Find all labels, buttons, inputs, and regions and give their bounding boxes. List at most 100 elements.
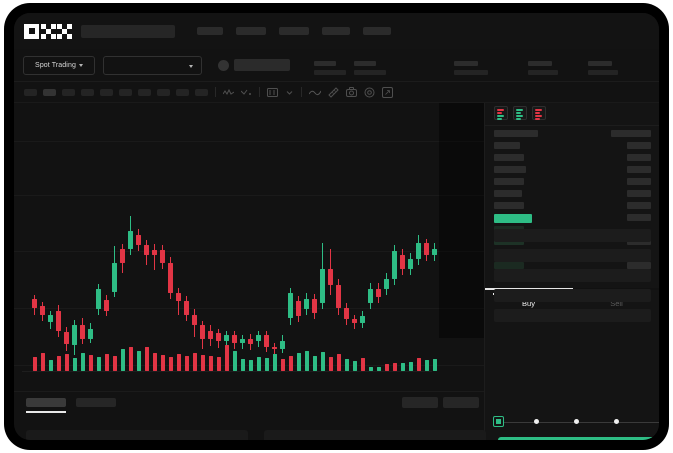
volume-bar <box>64 354 69 371</box>
orderbook-row[interactable] <box>494 262 524 269</box>
timeframe-5[interactable] <box>100 88 113 96</box>
orderbook-row[interactable] <box>494 214 532 223</box>
timeframe-4[interactable] <box>81 88 94 96</box>
order-form-field-1[interactable] <box>494 229 651 242</box>
order-book[interactable] <box>485 125 659 293</box>
volume-bar <box>128 347 133 371</box>
orderbook-progress <box>485 288 659 290</box>
orders-tab-secondary[interactable] <box>76 398 116 407</box>
orders-tab-active[interactable] <box>26 398 66 407</box>
tab-sell[interactable]: Sell <box>610 299 623 308</box>
settings-icon[interactable] <box>364 87 375 98</box>
orderbook-bids-icon[interactable] <box>513 106 527 120</box>
nav-item-2[interactable] <box>236 27 266 35</box>
volume-bar <box>360 358 365 371</box>
orderbook-asks-icon[interactable] <box>532 106 546 120</box>
volume-bar <box>376 367 381 371</box>
market-type-selector[interactable]: Spot Trading <box>23 56 95 75</box>
orderbook-row[interactable] <box>494 202 524 209</box>
ruler-icon[interactable] <box>328 86 339 98</box>
timeframe-9[interactable] <box>176 88 189 96</box>
pair-price-label <box>234 59 290 71</box>
volume-bar <box>288 356 293 371</box>
timeframe-3[interactable] <box>62 88 75 96</box>
stepper-step-2[interactable] <box>534 419 539 424</box>
bottom-panel-1[interactable] <box>26 430 248 440</box>
coin-avatar <box>218 60 229 71</box>
volume-bar <box>80 353 85 371</box>
stepper-step-4[interactable] <box>614 419 619 424</box>
orderbook-row[interactable] <box>494 130 538 137</box>
volume-bar <box>272 354 277 371</box>
volume-bar <box>216 357 221 371</box>
volume-bar <box>224 345 229 371</box>
volume-baseline <box>22 371 432 372</box>
timeframe-1[interactable] <box>24 88 37 96</box>
bottom-panel-2[interactable] <box>264 430 486 440</box>
volume-bar <box>240 359 245 371</box>
bottom-action-button-1[interactable] <box>402 397 438 408</box>
okx-logo[interactable] <box>24 23 72 39</box>
order-form-field-5[interactable] <box>494 309 651 322</box>
candlestick-chart[interactable] <box>14 103 484 388</box>
timeframe-10[interactable] <box>195 88 208 96</box>
volume-bar <box>352 361 357 371</box>
volume-bar <box>168 357 173 371</box>
order-form-field-4[interactable] <box>494 289 651 302</box>
volume-bar <box>184 356 189 371</box>
order-form-field-2[interactable] <box>494 249 651 262</box>
orderbook-mode-toggles <box>494 106 546 120</box>
toolbar-divider <box>215 87 216 97</box>
volume-bar <box>120 349 125 371</box>
timeframe-8[interactable] <box>157 88 170 96</box>
timeframe-6[interactable] <box>119 88 132 96</box>
order-form-field-3[interactable] <box>494 269 651 282</box>
line-chart-icon[interactable] <box>309 88 321 97</box>
market-stat-3 <box>454 61 488 75</box>
chevron-down-icon[interactable] <box>285 88 294 97</box>
volume-bar <box>152 353 157 371</box>
volume-bar <box>208 356 213 371</box>
volume-bar <box>160 355 165 371</box>
stepper-step-1-active[interactable] <box>493 416 504 427</box>
indicator-icon[interactable] <box>223 88 234 97</box>
fullscreen-icon[interactable] <box>382 86 393 98</box>
orderbook-row[interactable] <box>494 166 526 173</box>
chart-bottom-bar <box>14 391 484 417</box>
nav-item-3[interactable] <box>279 27 309 35</box>
primary-cta-button[interactable] <box>498 437 658 440</box>
bottom-action-button-2[interactable] <box>443 397 479 408</box>
orderbook-both-icon[interactable] <box>494 106 508 120</box>
orderbook-row[interactable] <box>494 178 524 185</box>
logo-letter-x <box>57 23 72 39</box>
orderbook-row[interactable] <box>494 190 522 197</box>
nav-item-5[interactable] <box>363 27 391 35</box>
active-tab-underline <box>26 411 66 413</box>
volume-bar <box>408 362 413 371</box>
template-icon[interactable] <box>267 87 278 97</box>
market-stat-2 <box>354 61 386 75</box>
compare-icon[interactable] <box>241 88 252 97</box>
stepper-step-3[interactable] <box>574 419 579 424</box>
nav-item-1[interactable] <box>197 27 223 35</box>
chart-toolbar <box>14 82 659 103</box>
volume-histogram <box>14 331 484 389</box>
tab-buy[interactable]: Buy <box>522 299 535 308</box>
orderbook-row[interactable] <box>494 142 520 149</box>
market-stat-5 <box>588 61 618 75</box>
volume-bar <box>304 351 309 371</box>
market-stat-4 <box>528 61 558 75</box>
global-search-input[interactable] <box>81 24 175 38</box>
timeframe-2[interactable] <box>43 88 56 96</box>
volume-bar <box>328 357 333 371</box>
orderbook-row[interactable] <box>494 154 524 161</box>
onboarding-stepper <box>490 416 659 428</box>
orderbook-row-value <box>627 214 651 221</box>
timeframe-7[interactable] <box>138 88 151 96</box>
orderbook-row-value <box>627 178 651 185</box>
camera-icon[interactable] <box>346 87 357 97</box>
volume-bar <box>48 360 53 371</box>
nav-item-4[interactable] <box>322 27 350 35</box>
volume-bar <box>96 357 101 371</box>
trading-pair-selector[interactable] <box>103 56 202 75</box>
